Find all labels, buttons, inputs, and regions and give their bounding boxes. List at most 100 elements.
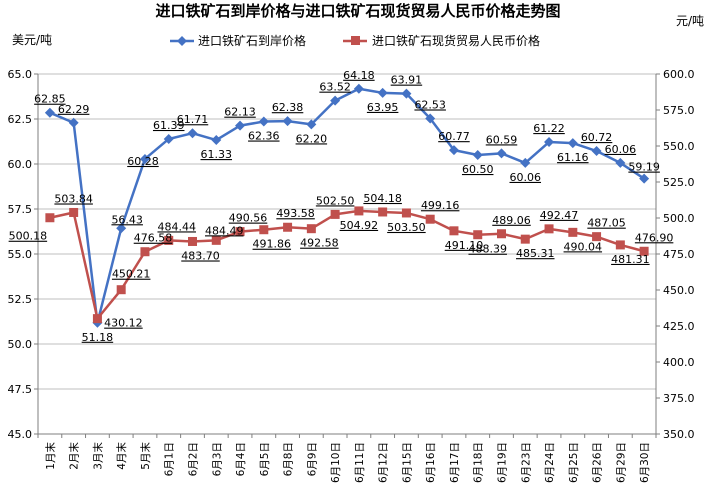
point-series-1-22 [567, 138, 578, 149]
x-tick-label-0: 1月末 [44, 442, 57, 470]
data-label-series-2-7: 484.49 [205, 224, 244, 237]
point-series-1-15 [401, 88, 412, 99]
data-label-series-2-10: 493.58 [276, 207, 315, 220]
data-label-series-2-11: 492.58 [300, 237, 339, 250]
data-label-series-1-20: 60.06 [510, 171, 542, 184]
right-axis-unit: 元/吨 [676, 14, 704, 28]
x-tick-label-6: 6月2日 [188, 442, 200, 476]
point-series-1-9 [258, 116, 269, 127]
data-label-series-2-25: 476.90 [635, 231, 674, 244]
point-series-2-25 [639, 246, 649, 256]
point-series-2-14 [378, 207, 388, 217]
point-series-2-11 [306, 224, 316, 234]
left-tick-label-4: 55.0 [8, 248, 33, 261]
x-tick-label-18: 6月18日 [473, 442, 485, 483]
data-label-series-2-15: 503.50 [387, 221, 426, 234]
data-label-series-2-18: 488.39 [468, 243, 507, 256]
data-label-series-1-6: 61.71 [177, 113, 209, 126]
point-series-2-24 [615, 240, 625, 250]
point-series-1-19 [496, 148, 507, 159]
point-series-2-21 [544, 224, 554, 234]
point-series-1-7 [211, 135, 222, 146]
data-label-series-1-23: 60.72 [581, 131, 613, 144]
point-series-1-13 [353, 83, 364, 94]
data-label-series-1-24: 60.06 [605, 143, 637, 156]
point-series-1-4 [139, 153, 150, 164]
point-series-1-6 [187, 128, 198, 139]
data-label-series-2-21: 492.47 [540, 209, 579, 222]
point-series-1-12 [330, 95, 341, 106]
series-line-1 [49, 87, 645, 325]
x-tick-label-12: 6月10日 [330, 442, 342, 483]
data-label-series-2-1: 503.84 [54, 192, 93, 205]
data-label-series-1-14: 63.95 [367, 101, 399, 114]
data-label-series-2-14: 504.18 [363, 192, 402, 205]
data-label-series-1-12: 63.52 [319, 81, 351, 94]
data-label-series-2-3: 450.21 [112, 268, 151, 281]
x-tick-label-17: 6月17日 [449, 442, 461, 483]
point-series-2-7 [211, 235, 221, 245]
point-series-1-1 [68, 117, 79, 128]
data-label-series-2-6: 483.70 [181, 249, 220, 262]
x-tick-label-8: 6月4日 [235, 442, 247, 476]
point-series-1-16 [425, 113, 436, 124]
data-label-series-1-13: 64.18 [343, 69, 375, 82]
point-series-2-9 [259, 225, 269, 235]
point-series-2-12 [330, 209, 340, 219]
x-tick-label-4: 5月末 [139, 442, 152, 470]
data-label-series-2-4: 476.58 [134, 232, 173, 245]
point-series-2-16 [425, 214, 435, 224]
right-tick-label-10: 600.0 [663, 68, 695, 81]
point-series-1-21 [544, 137, 555, 148]
x-tick-label-3: 4月末 [115, 442, 128, 470]
right-tick-label-1: 375.0 [663, 392, 695, 405]
left-tick-label-8: 65.0 [8, 68, 33, 81]
left-tick-label-2: 50.0 [8, 338, 33, 351]
point-series-1-11 [306, 119, 317, 130]
chart-title: 进口铁矿石到岸价格与进口铁矿石现货贸易人民币价格走势图 [155, 2, 560, 20]
grid-lines [38, 73, 656, 390]
left-tick-label-3: 52.5 [8, 293, 33, 306]
x-tick-label-14: 6月12日 [378, 442, 390, 483]
data-label-series-1-19: 60.59 [486, 133, 518, 146]
point-series-2-17 [449, 226, 459, 236]
left-tick-label-6: 60.0 [8, 158, 33, 171]
data-label-series-2-8: 490.56 [229, 212, 268, 225]
data-label-series-2-20: 485.31 [516, 247, 555, 260]
x-tick-label-7: 6月3日 [211, 442, 223, 476]
point-series-1-25 [639, 173, 650, 184]
data-label-series-1-3: 56.43 [111, 213, 143, 226]
point-series-2-18 [473, 230, 483, 240]
data-label-series-1-5: 61.39 [153, 119, 185, 132]
data-label-series-1-25: 59.19 [628, 161, 660, 174]
data-label-series-2-0: 500.18 [9, 230, 48, 243]
x-tick-label-23: 6月26日 [592, 442, 604, 483]
x-tick-label-24: 6月29日 [615, 442, 627, 483]
point-series-1-17 [448, 145, 459, 156]
data-label-series-2-22: 490.04 [564, 240, 603, 253]
point-series-2-20 [520, 234, 530, 244]
data-label-series-2-5: 484.44 [157, 220, 196, 233]
data-label-series-2-19: 489.06 [492, 214, 531, 227]
data-label-series-1-7: 61.33 [201, 148, 233, 161]
x-tick-label-25: 6月30日 [639, 442, 651, 483]
x-tick-label-10: 6月8日 [283, 442, 295, 476]
point-series-2-23 [592, 232, 602, 242]
legend-label-series-1: 进口铁矿石到岸价格 [198, 33, 306, 48]
data-label-series-1-11: 62.20 [296, 132, 328, 145]
axes: 45.0 47.5 50.0 52.5 55.0 57.5 60.0 62.5 65.0 350.… [8, 68, 695, 483]
point-series-2-13 [354, 206, 364, 216]
left-tick-label-1: 47.5 [8, 383, 33, 396]
point-series-1-20 [520, 157, 531, 168]
x-tick-label-15: 6月15日 [401, 442, 413, 483]
point-series-1-18 [472, 150, 483, 160]
data-label-series-1-15: 63.91 [391, 74, 423, 87]
left-tick-label-0: 45.0 [8, 428, 33, 441]
data-label-series-2-17: 491.10 [445, 239, 484, 252]
right-tick-label-3: 425.0 [663, 320, 695, 333]
x-tick-label-16: 6月16日 [425, 442, 437, 483]
legend: 进口铁矿石到岸价格 进口铁矿石现货贸易人民币价格 [170, 33, 540, 48]
left-axis-unit: 美元/吨 [12, 33, 52, 47]
